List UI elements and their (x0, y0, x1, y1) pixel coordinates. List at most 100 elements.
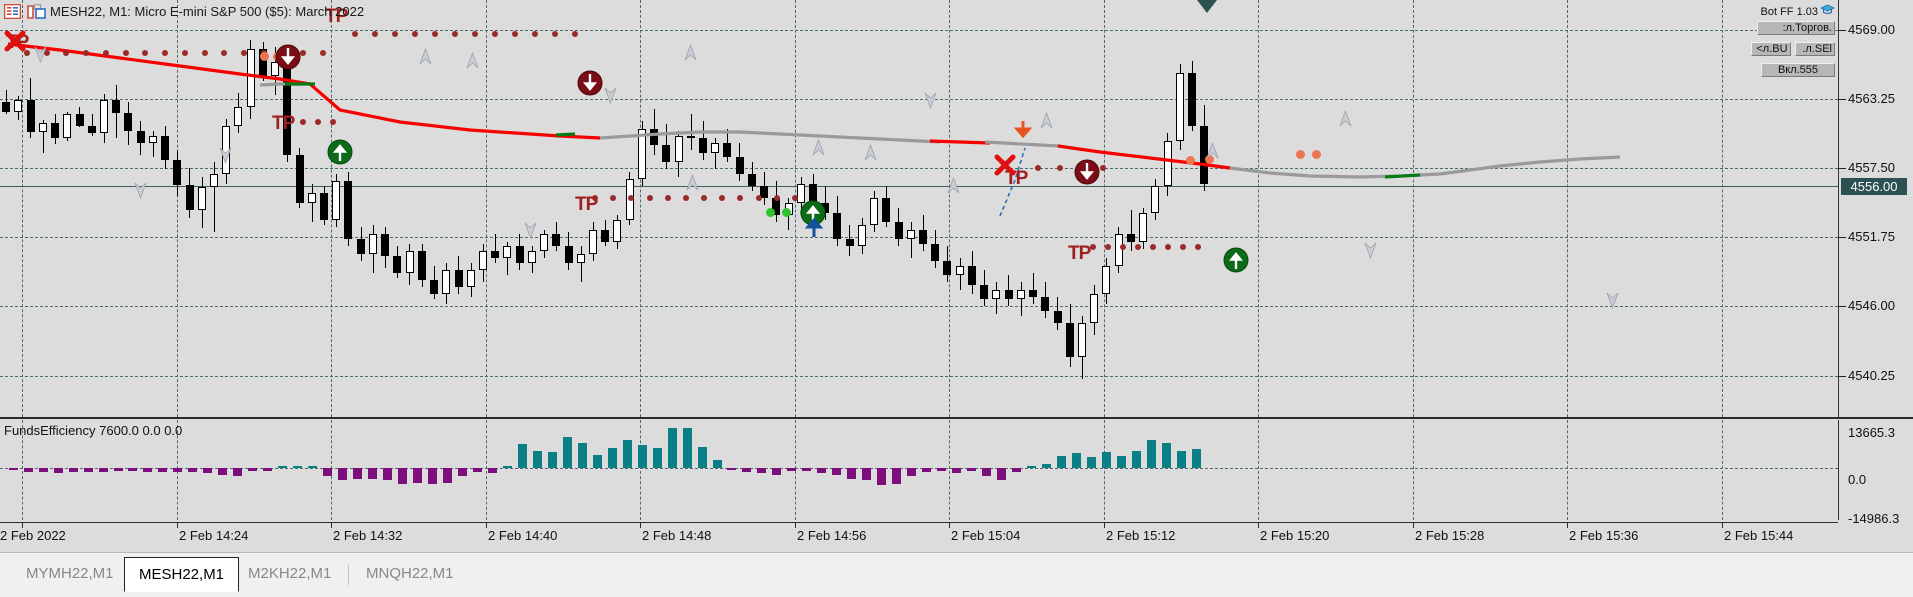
close-position-x-icon[interactable] (4, 30, 28, 54)
fractal-down-icon (34, 46, 47, 64)
tp-level-dot (1035, 165, 1041, 171)
time-axis-label: 2 Feb 14:40 (488, 528, 558, 543)
fractal-down-icon (604, 87, 617, 105)
histogram-bar (1041, 464, 1051, 468)
histogram-bar (937, 468, 947, 471)
close-position-x-icon[interactable] (994, 154, 1016, 176)
candle-body (1054, 311, 1062, 324)
grid-line-vertical (1104, 420, 1105, 520)
candle-body (1078, 323, 1086, 357)
candle-body (503, 246, 511, 259)
window-restore-icon[interactable] (27, 3, 46, 19)
candle-body (1017, 289, 1025, 300)
bot-button-buy[interactable]: <л.BU (1750, 42, 1791, 56)
histogram-bar (1176, 450, 1186, 468)
chart-tab-mesh22[interactable]: MESH22,M1 (124, 557, 240, 592)
tp-level-dot (512, 31, 518, 37)
histogram-bar (8, 468, 18, 470)
grid-line-vertical (22, 0, 23, 417)
histogram-bar (667, 428, 677, 468)
candle-body (124, 112, 132, 131)
sell-order-marker[interactable] (577, 70, 603, 96)
bot-button-enable[interactable]: Вкл.555 (1761, 63, 1835, 77)
buy-order-marker[interactable] (327, 139, 353, 165)
chart-object-marker-icon (1197, 0, 1217, 13)
template-list-icon[interactable] (3, 3, 22, 19)
histogram-bar (38, 468, 48, 472)
candle-body (320, 193, 328, 220)
histogram-bar (457, 468, 467, 476)
grid-line-vertical (795, 0, 796, 417)
tp-level-dot (315, 119, 321, 125)
histogram-bar (832, 468, 842, 475)
histogram-bar (1116, 456, 1126, 468)
funds-efficiency-pane[interactable]: FundsEfficiency 7600.0 0.0 0.0 (0, 420, 1838, 520)
histogram-bar (847, 468, 857, 479)
candle-body (137, 130, 145, 143)
candle-body (565, 246, 573, 264)
price-scale-label: 4546.00 (1848, 298, 1895, 314)
tp-level-dot (1105, 244, 1111, 250)
indicator-zero-line (0, 468, 1838, 469)
chart-tab-bar[interactable]: MYMH22,M1 MESH22,M1 M2KH22,M1 MNQH22,M1 (0, 552, 1913, 597)
page-title: MESH22, M1: Micro E-mini S&P 500 ($5): M… (50, 3, 365, 19)
fractal-up-icon (686, 173, 699, 191)
candle-body (332, 181, 340, 220)
ma-line-green (555, 132, 576, 137)
histogram-bar (637, 445, 647, 468)
time-axis[interactable]: 2 Feb 2022 2 Feb 14:24 2 Feb 14:32 2 Feb 14… (0, 522, 1913, 550)
tp-level-dot (412, 31, 418, 37)
tp-level-dot (755, 195, 762, 201)
tp-level-dot (1135, 244, 1141, 250)
histogram-bar (188, 468, 198, 472)
histogram-bar (787, 468, 797, 471)
grid-line-vertical (949, 420, 950, 520)
histogram-bar (1161, 442, 1171, 468)
bot-panel-title-text: Bot FF 1.03 (1760, 5, 1818, 18)
fractal-up-icon (1040, 111, 1053, 129)
tp-level-dot (142, 50, 149, 56)
histogram-bar (248, 468, 258, 471)
take-profit-label: TP (325, 6, 348, 27)
histogram-bar (1056, 456, 1066, 468)
bot-button-trading[interactable]: :л.Торгов. (1757, 21, 1835, 35)
histogram-bar (952, 468, 962, 474)
candle-body (381, 234, 389, 256)
candle-body (662, 145, 670, 163)
sell-order-marker[interactable] (275, 44, 301, 70)
grid-line-vertical (640, 0, 641, 417)
histogram-bar (143, 468, 153, 472)
buy-order-marker[interactable] (1223, 247, 1249, 273)
bot-control-panel[interactable]: Bot FF 1.03 :л.Торгов. <л.BU .л.SEl Вкл.… (1743, 4, 1835, 82)
candle-body (100, 99, 108, 134)
time-axis-label: 2 Feb 15:44 (1724, 528, 1794, 543)
candle-body (1164, 140, 1172, 187)
chart-tab-m2kh22[interactable]: M2KH22,M1 (248, 565, 332, 582)
price-chart-area[interactable]: TPTPTPTPTPTP (0, 0, 1838, 417)
bot-button-sell[interactable]: .л.SEl (1795, 42, 1835, 56)
bot-panel-title: Bot FF 1.03 (1743, 4, 1835, 19)
tp-level-dot (773, 195, 780, 201)
tp-level-dot (664, 195, 671, 201)
fractal-up-icon (864, 143, 877, 161)
current-price-line (0, 186, 1838, 188)
tp-level-dot (532, 31, 538, 37)
histogram-bar (517, 444, 527, 468)
fractal-down-icon (924, 92, 937, 110)
chart-tab-mymh22[interactable]: MYMH22,M1 (26, 565, 114, 582)
tp-level-dot (719, 195, 726, 201)
histogram-bar (907, 468, 917, 476)
pane-separator[interactable] (0, 417, 1838, 419)
tp-level-dot (300, 50, 307, 56)
grid-line-vertical (1722, 0, 1723, 417)
tp-level-dot (63, 50, 70, 56)
chart-tab-mnqh22[interactable]: MNQH22,M1 (366, 565, 454, 582)
time-tick (486, 523, 487, 528)
grid-line-horizontal (0, 30, 1838, 32)
candle-body (931, 243, 939, 261)
histogram-bar (1086, 457, 1096, 468)
candle-body (736, 157, 744, 175)
sell-order-marker[interactable] (1074, 159, 1100, 185)
candle-body (968, 265, 976, 285)
price-scale[interactable]: 4569.00 4563.25 4557.50 4551.75 4546.00 4540.… (1838, 0, 1913, 417)
